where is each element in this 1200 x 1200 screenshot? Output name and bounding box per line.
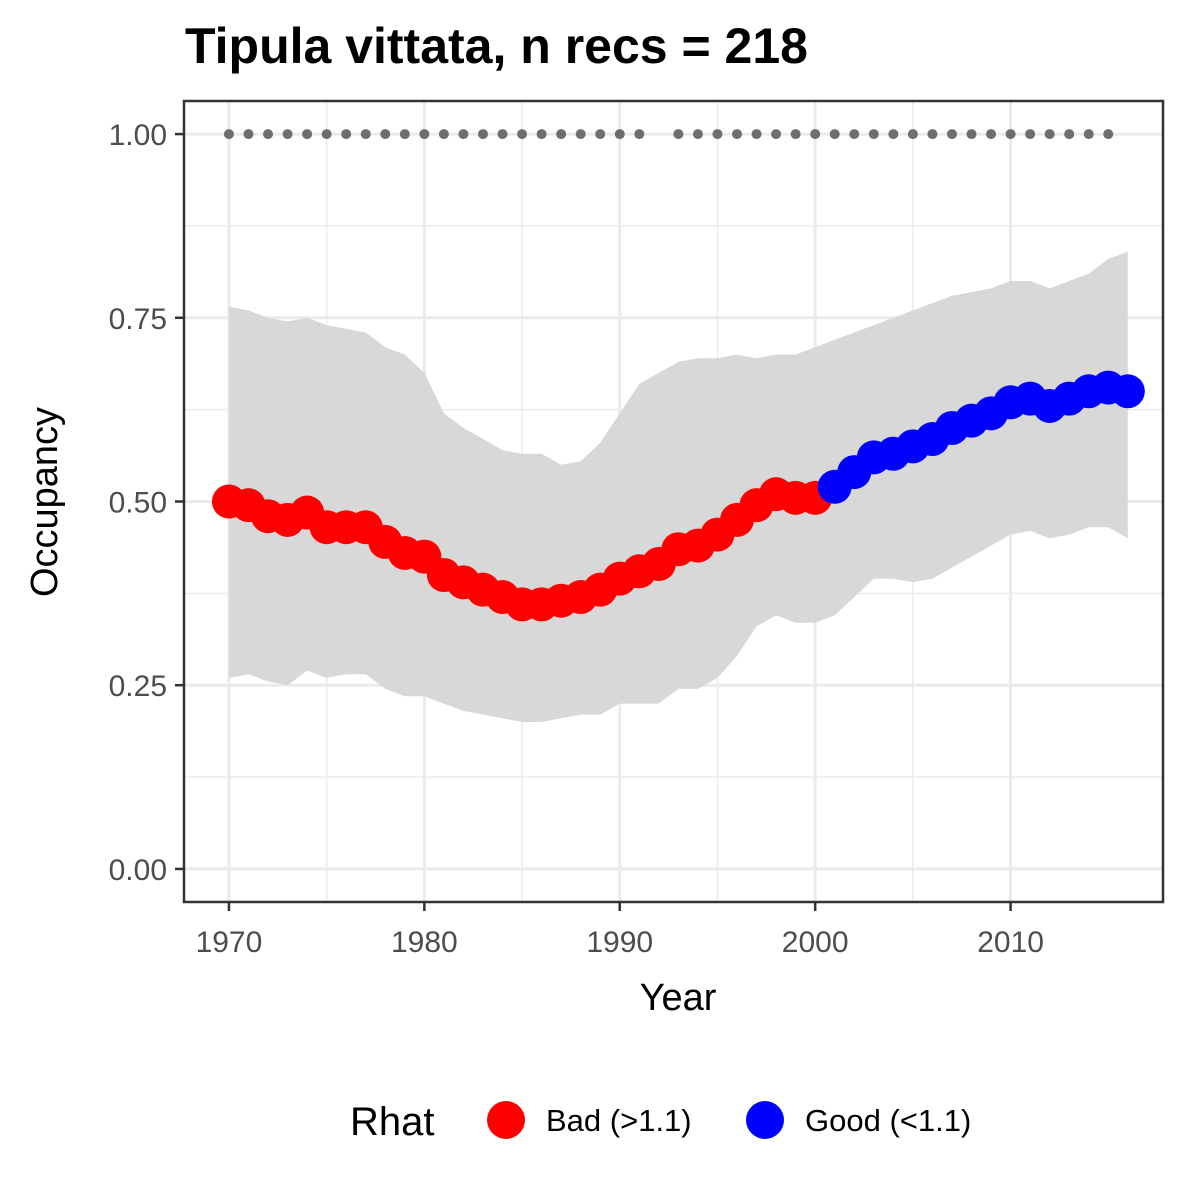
record-dot [849,129,860,140]
record-dot [595,129,606,140]
legend-key-good [746,1101,784,1139]
record-dot [790,129,801,140]
record-dot [517,129,528,140]
legend-label-good: Good (<1.1) [805,1103,971,1138]
occupancy-point-good [1110,374,1145,409]
record-dot [1064,129,1075,140]
y-tick-label: 0.00 [109,854,167,887]
record-dot [888,129,899,140]
record-dot [946,129,957,140]
record-dot [634,129,645,140]
record-dot [986,129,997,140]
record-dot [751,129,762,140]
record-dot [399,129,410,140]
occupancy-points [211,370,1145,622]
record-dot [1083,129,1094,140]
axes: 1970 1980 1990 2000 2010 0.00 0.25 0.50 0.75 1.00 [109,119,1044,959]
record-dot [1103,129,1114,140]
record-dot [458,129,469,140]
record-dot [810,129,821,140]
y-tick-label: 1.00 [109,119,167,152]
record-dot [302,129,313,140]
record-dot [907,129,918,140]
record-dot [1044,129,1055,140]
x-axis-title: Year [640,977,717,1019]
record-dot [614,129,625,140]
record-dot [712,129,723,140]
record-dot [556,129,567,140]
record-dot [732,129,743,140]
record-dot [477,129,488,140]
record-dot [321,129,332,140]
record-dot [1025,129,1036,140]
record-dot [243,129,254,140]
record-dot [1005,129,1016,140]
legend-key-bad [487,1101,525,1139]
y-tick-label: 0.50 [109,487,167,520]
chart-title: Tipula vittata, n recs = 218 [185,18,808,74]
record-dot [263,129,274,140]
record-dot [829,129,840,140]
legend-items: Bad (>1.1) Good (<1.1) [487,1101,971,1139]
record-dot [673,129,684,140]
record-dot [575,129,586,140]
legend: Rhat Bad (>1.1) Good (<1.1) [350,1100,971,1144]
record-dot [419,129,430,140]
x-tick-label: 1980 [391,926,458,959]
x-tick-label: 1970 [196,926,263,959]
record-dot [536,129,547,140]
y-tick-label: 0.75 [109,303,167,336]
record-dot [223,129,234,140]
x-tick-label: 1990 [586,926,653,959]
record-dot [438,129,449,140]
confidence-ribbon [228,251,1128,722]
y-tick-label: 0.25 [109,670,167,703]
record-dot [282,129,293,140]
x-tick-label: 2010 [977,926,1044,959]
record-dot [380,129,391,140]
record-dot [927,129,938,140]
legend-label-bad: Bad (>1.1) [546,1103,692,1138]
record-dot [341,129,352,140]
legend-title: Rhat [350,1100,435,1144]
record-dot [497,129,508,140]
y-axis-title: Occupancy [24,407,66,597]
record-dot [360,129,371,140]
record-dot [868,129,879,140]
x-tick-label: 2000 [782,926,849,959]
record-dots [223,129,1114,140]
record-dot [771,129,782,140]
record-dot [966,129,977,140]
record-dot [692,129,703,140]
